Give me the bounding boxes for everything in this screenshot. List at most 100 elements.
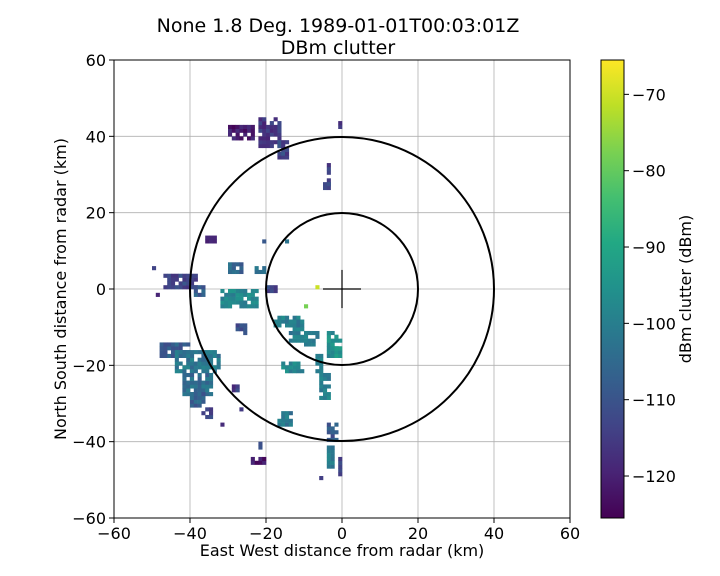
clutter-gate — [220, 296, 225, 301]
x-tick-label: 60 — [560, 524, 580, 543]
clutter-gate — [171, 273, 176, 278]
clutter-gate — [163, 350, 168, 355]
clutter-gate — [285, 418, 290, 423]
clutter-gate — [209, 376, 214, 381]
clutter-gate — [319, 384, 324, 389]
clutter-gate — [330, 445, 335, 450]
clutter-gate — [273, 140, 278, 145]
clutter-gate — [239, 327, 244, 332]
clutter-gate — [205, 369, 210, 374]
y-tick-label: 40 — [86, 127, 106, 146]
clutter-gate — [323, 384, 328, 389]
clutter-gate — [193, 292, 198, 297]
clutter-gate — [209, 414, 214, 420]
clutter-gate — [178, 353, 183, 358]
clutter-gate — [262, 136, 267, 141]
clutter-gate — [212, 235, 217, 240]
clutter-gate — [285, 411, 290, 416]
clutter-gate — [186, 380, 191, 385]
clutter-gate — [262, 239, 267, 244]
clutter-gate — [220, 289, 225, 294]
x-axis: −60 −40 −20 0 20 40 60 — [97, 518, 580, 543]
y-axis: −60 −40 −20 0 20 40 60 — [72, 51, 114, 528]
y-tick-label: 20 — [86, 204, 106, 223]
clutter-gate — [323, 372, 328, 378]
clutter-gate — [178, 350, 183, 355]
clutter-gate — [326, 384, 331, 389]
clutter-gate — [228, 269, 233, 275]
clutter-gate — [258, 445, 263, 450]
clutter-gate — [209, 357, 214, 362]
clutter-gate — [167, 273, 172, 278]
clutter-gate — [193, 403, 198, 408]
clutter-gate — [258, 121, 263, 126]
clutter-gate — [167, 342, 172, 347]
clutter-gate — [243, 327, 248, 332]
clutter-gate — [330, 464, 335, 469]
clutter-gate — [197, 376, 202, 381]
clutter-gate — [304, 304, 309, 309]
clutter-gate — [326, 460, 331, 465]
clutter-gate — [296, 334, 301, 339]
clutter-gate — [277, 121, 282, 126]
clutter-gate — [228, 300, 233, 305]
clutter-gate — [262, 121, 267, 126]
clutter-gate — [319, 357, 324, 362]
clutter-gate — [277, 319, 282, 324]
clutter-gate — [163, 342, 168, 347]
clutter-gate — [250, 136, 255, 141]
clutter-gate — [250, 128, 255, 133]
clutter-gate — [212, 350, 217, 355]
clutter-gate — [250, 456, 255, 462]
clutter-gate — [190, 372, 195, 378]
clutter-region-22 — [326, 330, 339, 358]
clutter-gate — [319, 380, 324, 385]
clutter-gate — [243, 128, 248, 133]
clutter-gate — [292, 319, 297, 324]
clutter-gate — [334, 346, 339, 351]
clutter-gate — [326, 395, 331, 400]
clutter-gate — [159, 350, 164, 355]
clutter-gate — [186, 350, 191, 355]
clutter-gate — [190, 384, 195, 389]
clutter-gate — [186, 361, 191, 366]
clutter-data-layer — [152, 117, 343, 481]
clutter-gate — [247, 124, 252, 129]
clutter-gate — [205, 372, 210, 378]
clutter-gate — [205, 350, 210, 355]
clutter-gate — [243, 289, 248, 294]
clutter-gate — [315, 361, 320, 366]
clutter-gate — [277, 422, 282, 427]
clutter-gate — [174, 273, 179, 278]
clutter-gate — [288, 418, 293, 423]
clutter-gate — [296, 323, 301, 328]
clutter-gate — [326, 392, 331, 397]
x-tick-label: −20 — [249, 524, 283, 543]
clutter-gate — [288, 422, 293, 427]
clutter-gate — [296, 327, 301, 332]
clutter-region-25 — [315, 353, 324, 374]
clutter-gate — [197, 380, 202, 385]
colorbar-gradient — [600, 59, 625, 519]
clutter-gate — [262, 266, 267, 271]
clutter-gate — [296, 365, 301, 370]
clutter-gate — [178, 281, 183, 286]
clutter-gate — [250, 289, 255, 294]
clutter-gate — [243, 304, 248, 309]
clutter-gate — [235, 132, 240, 137]
clutter-gate — [292, 369, 297, 374]
clutter-gate — [304, 334, 309, 339]
clutter-gate — [239, 292, 244, 297]
clutter-gate — [338, 353, 343, 358]
clutter-gate — [338, 121, 343, 126]
clutter-gate — [338, 468, 343, 473]
clutter-region-8 — [262, 239, 267, 244]
clutter-gate — [167, 281, 172, 286]
clutter-gate — [323, 395, 328, 400]
clutter-gate — [235, 136, 240, 141]
clutter-gate — [330, 460, 335, 465]
clutter-gate — [326, 170, 331, 175]
clutter-gate — [288, 369, 293, 374]
clutter-gate — [209, 372, 214, 378]
clutter-gate — [304, 338, 309, 343]
